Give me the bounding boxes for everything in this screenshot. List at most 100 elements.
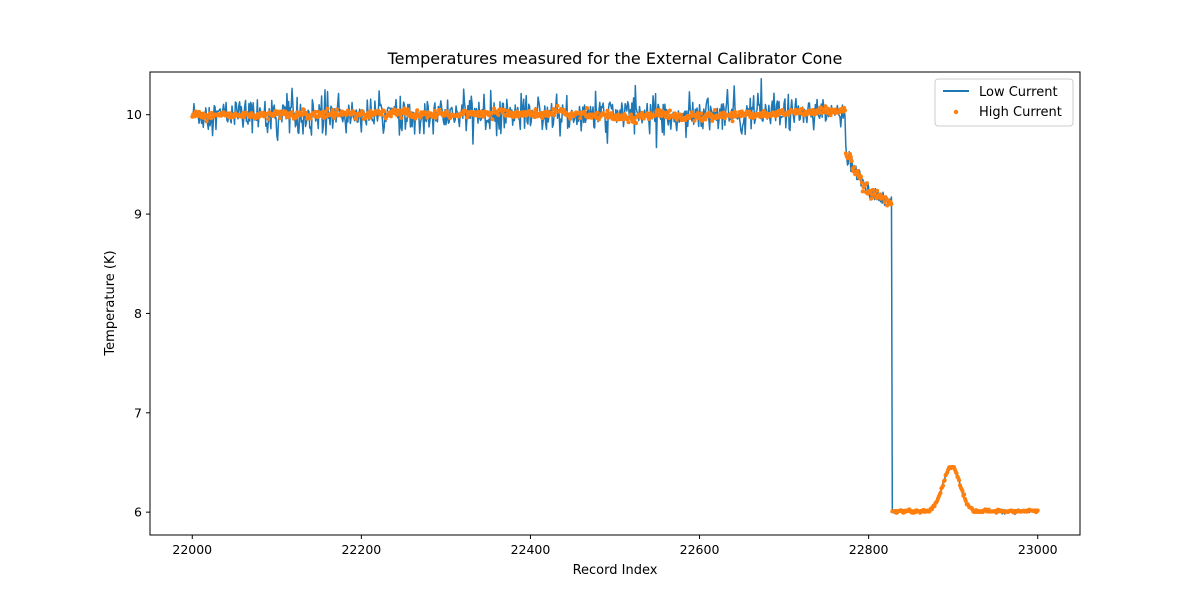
data-point (301, 107, 306, 112)
data-point (334, 107, 339, 112)
data-point (568, 116, 573, 121)
data-point (667, 108, 672, 113)
data-point (609, 111, 614, 116)
data-point (963, 499, 968, 504)
data-point (851, 169, 856, 174)
data-point (889, 202, 894, 207)
data-point (869, 196, 874, 201)
x-tick-label: 23000 (1018, 542, 1058, 557)
data-point (325, 106, 330, 111)
legend-label-low-current: Low Current (979, 85, 1058, 100)
data-point (859, 174, 864, 179)
data-point (382, 109, 387, 114)
data-point (626, 120, 631, 125)
plot-frame (149, 71, 1081, 536)
data-point (828, 113, 833, 118)
data-point (855, 168, 860, 173)
data-point (476, 109, 481, 114)
x-axis: 22000 22200 22400 22600 22800 23000 (172, 535, 1058, 557)
data-point (722, 116, 727, 121)
data-point (695, 110, 700, 115)
y-tick-label: 7 (134, 405, 142, 420)
data-point (308, 116, 313, 121)
data-point (678, 112, 683, 117)
data-point (379, 112, 384, 117)
data-point (545, 109, 550, 114)
x-axis-label: Record Index (573, 563, 658, 578)
data-point (692, 118, 697, 123)
data-point (555, 103, 560, 108)
series-high-current (190, 103, 1040, 515)
data-point (479, 109, 484, 114)
plot-area (150, 72, 1080, 535)
data-point (849, 158, 854, 163)
data-point (432, 108, 437, 113)
x-tick-label: 22000 (172, 542, 212, 557)
data-point (634, 121, 639, 126)
data-point (399, 115, 404, 120)
data-point (1035, 508, 1040, 513)
data-point (595, 110, 600, 115)
data-point (733, 110, 738, 115)
data-point (332, 116, 337, 121)
data-point (864, 181, 869, 186)
data-point (689, 110, 694, 115)
data-point (941, 483, 946, 488)
data-point (323, 109, 328, 114)
data-point (425, 115, 430, 120)
data-point (413, 116, 418, 121)
data-point (533, 107, 538, 112)
data-point (823, 104, 828, 109)
data-point (799, 106, 804, 111)
data-point (848, 151, 853, 156)
data-point (960, 489, 965, 494)
data-point (860, 189, 865, 194)
data-point (629, 112, 634, 117)
data-point (204, 119, 209, 124)
data-point (502, 108, 507, 113)
data-point (290, 110, 295, 115)
data-point (957, 478, 962, 483)
legend-label-high-current: High Current (979, 105, 1062, 120)
data-point (712, 108, 717, 113)
data-point (278, 116, 283, 121)
chart-title: Temperatures measured for the External C… (387, 49, 843, 68)
data-point (882, 200, 887, 205)
data-point (266, 116, 271, 121)
data-point (730, 119, 735, 124)
data-point (444, 109, 449, 114)
data-point (605, 108, 610, 113)
data-point (875, 188, 880, 193)
data-point (962, 492, 967, 497)
data-point (938, 490, 943, 495)
data-point (492, 106, 497, 111)
data-point (354, 117, 359, 122)
x-tick-label: 22600 (680, 542, 720, 557)
data-point (552, 113, 557, 118)
data-point (578, 116, 583, 121)
data-point (193, 109, 198, 114)
data-point (852, 165, 857, 170)
data-point (415, 108, 420, 113)
data-point (747, 109, 752, 114)
data-point (496, 112, 501, 117)
x-tick-label: 22400 (511, 542, 551, 557)
y-tick-label: 6 (134, 505, 142, 520)
data-point (632, 117, 637, 122)
legend-box (934, 78, 1074, 127)
data-point (848, 154, 853, 159)
data-point (465, 115, 470, 120)
data-point (932, 504, 937, 509)
data-point (405, 107, 410, 112)
data-point (859, 180, 864, 185)
data-point (490, 117, 495, 122)
data-point (663, 115, 668, 120)
legend-swatch-high-current (953, 109, 959, 115)
data-point (954, 471, 959, 476)
data-point (673, 111, 678, 116)
data-point (585, 106, 590, 111)
data-point (942, 478, 947, 483)
data-point (842, 108, 847, 113)
x-tick-label: 22200 (341, 542, 381, 557)
